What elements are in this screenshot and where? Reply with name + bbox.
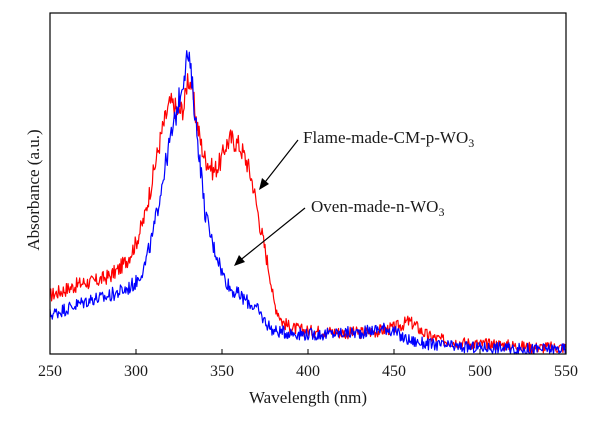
annotation-label-flame-subscript: 3	[468, 136, 474, 150]
x-axis-title: Wavelength (nm)	[249, 388, 367, 407]
x-tick-label-400: 400	[296, 363, 320, 380]
annotation-label-oven-main: Oven-made-n-WO	[311, 197, 438, 216]
annotation-label-oven-subscript: 3	[438, 205, 444, 219]
series-layer	[49, 50, 567, 355]
annotation-arrow-oven	[237, 207, 306, 263]
x-tick-label-350: 350	[210, 363, 234, 380]
annotation-arrow-flame	[261, 139, 299, 187]
annotation-label-flame-main: Flame-made-CM-p-WO	[303, 128, 468, 147]
x-tick-label-550: 550	[554, 363, 578, 380]
annotation-layer: Flame-made-CM-p-WO3 Oven-made-n-WO3	[234, 128, 474, 266]
series-line-flame-made-cm-p-wo3	[49, 73, 567, 354]
annotation-label-flame: Flame-made-CM-p-WO3	[303, 128, 474, 150]
x-tick-label-300: 300	[124, 363, 148, 380]
plot-frame	[49, 12, 567, 355]
x-tick-label-450: 450	[382, 363, 406, 380]
annotation-arrowhead-flame	[259, 178, 269, 190]
annotation-label-oven: Oven-made-n-WO3	[311, 197, 444, 219]
y-axis-title: Absorbance (a.u.)	[24, 129, 43, 250]
series-line-oven-made-n-wo3	[49, 50, 567, 355]
annotation-arrowhead-oven	[234, 255, 245, 266]
x-tick-label-500: 500	[468, 363, 492, 380]
x-tick-layer: 250 300 350 400 450 500 550	[38, 349, 578, 380]
x-tick-label-250: 250	[38, 363, 62, 380]
